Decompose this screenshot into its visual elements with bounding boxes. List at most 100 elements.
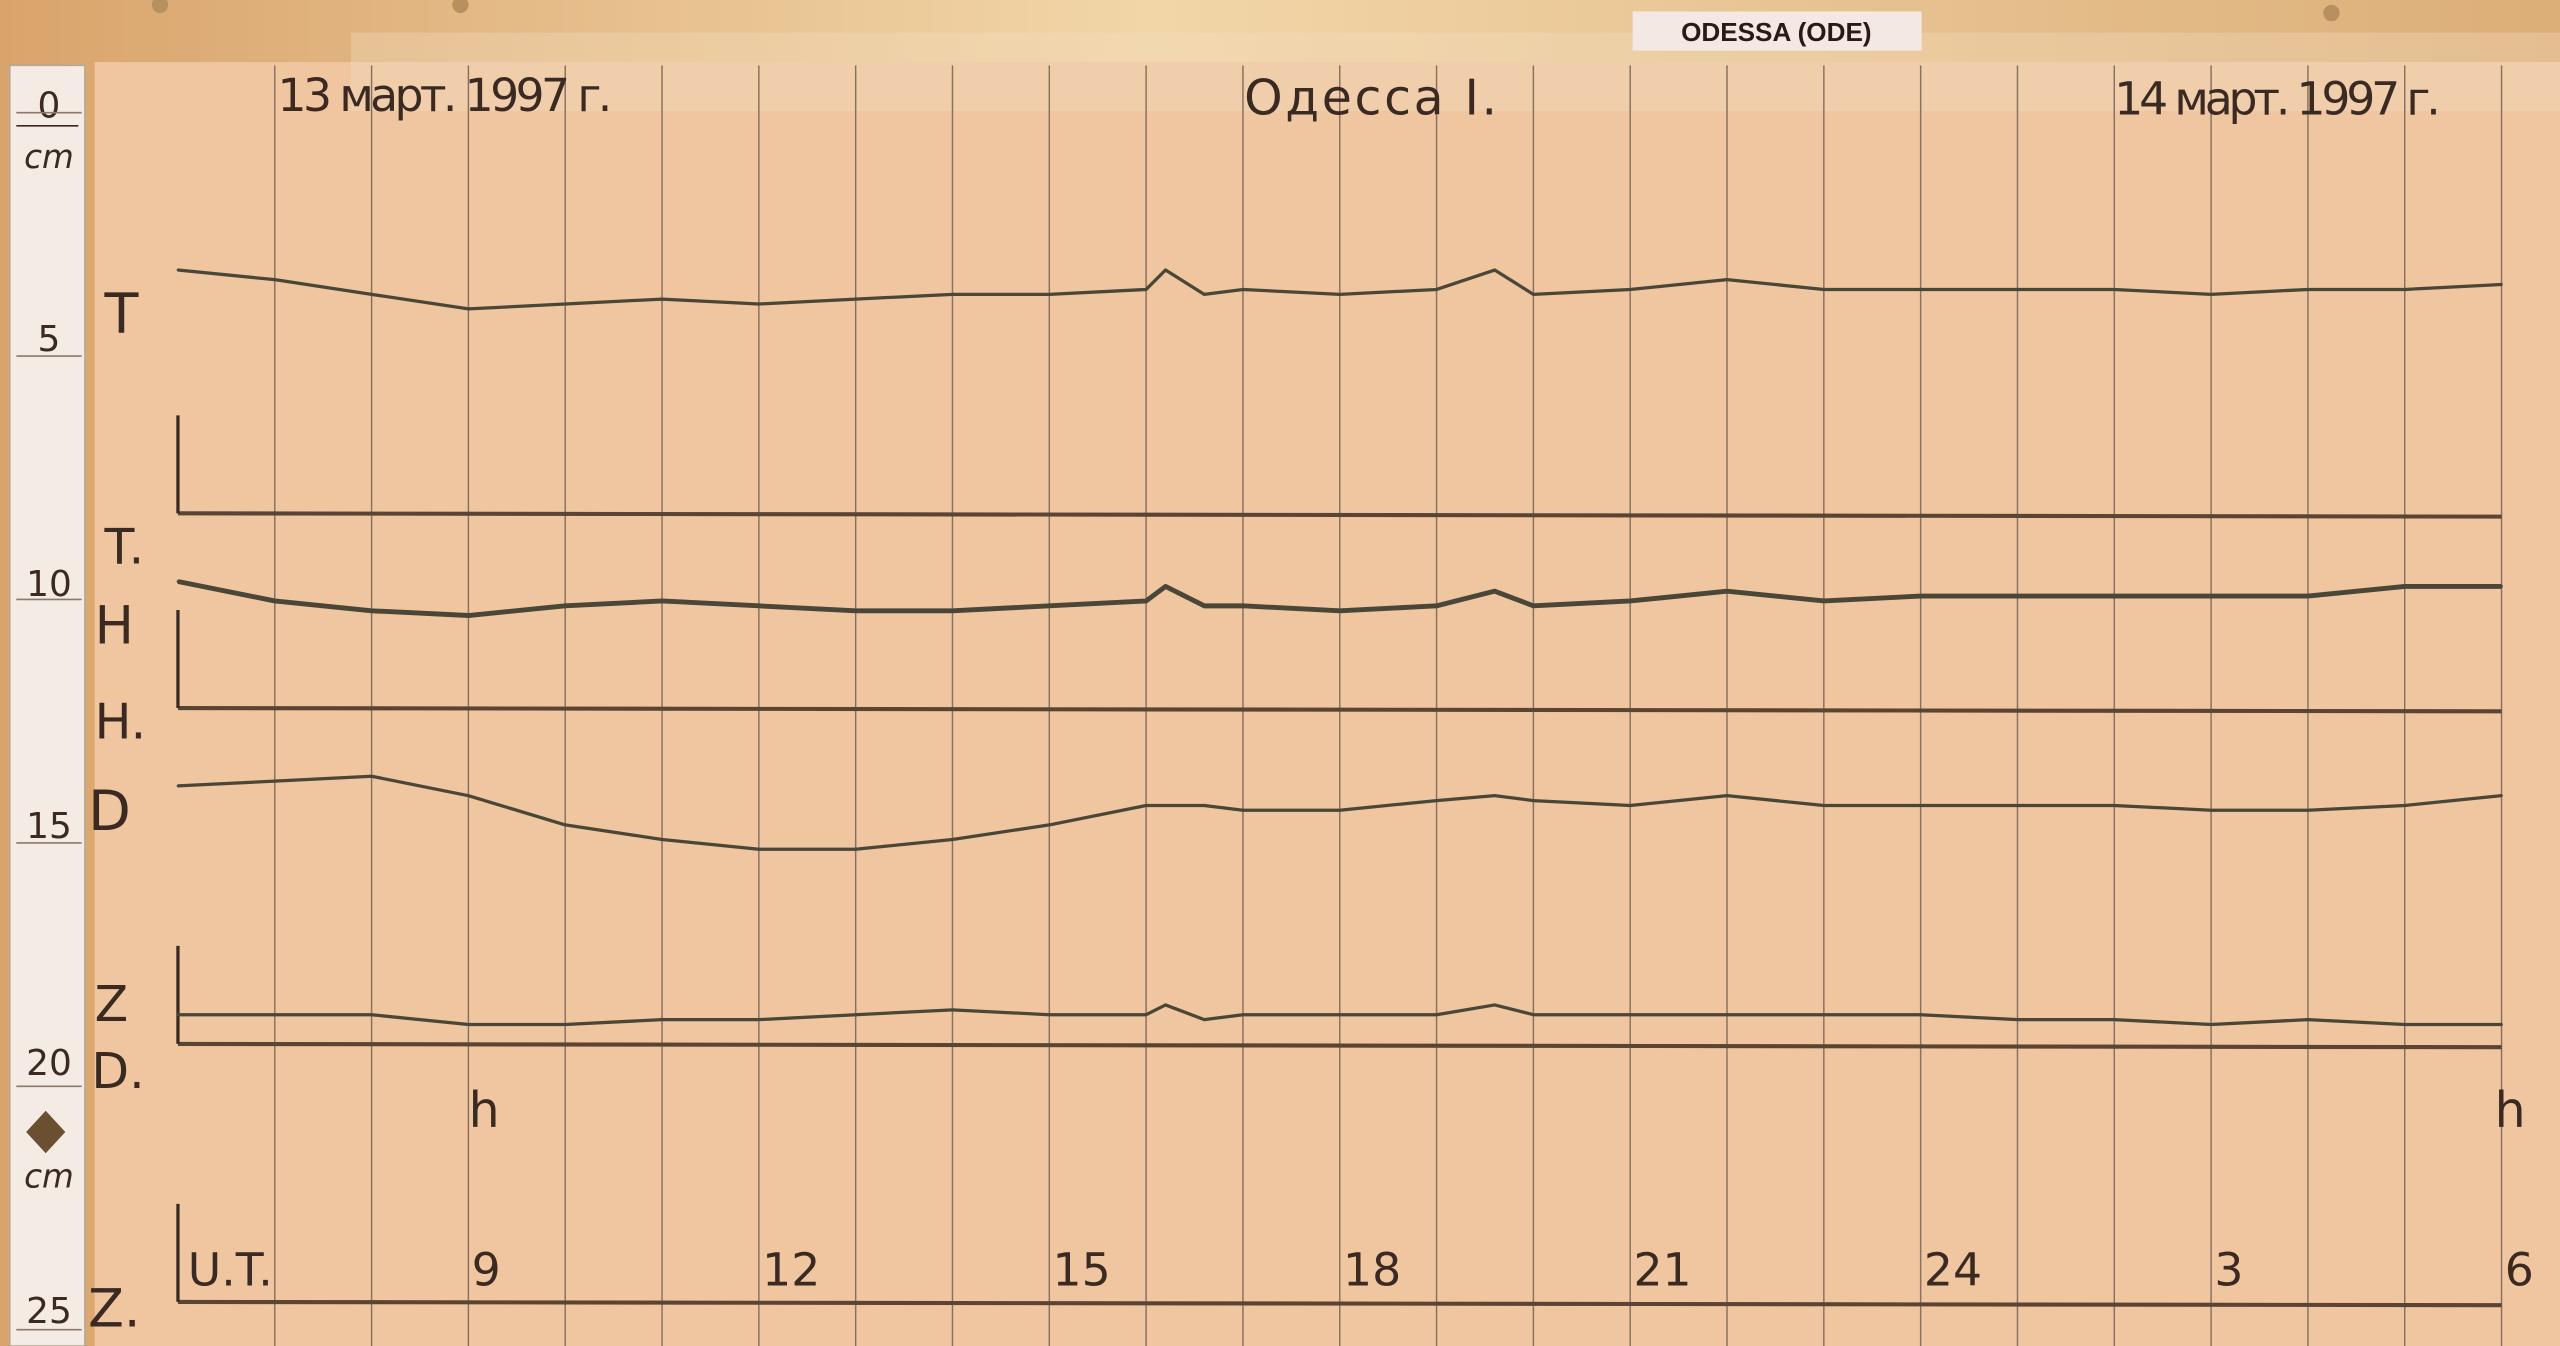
trace-point-t bbox=[1725, 278, 1729, 281]
ruler-label: 20 bbox=[26, 1043, 72, 1084]
trace-h bbox=[177, 579, 2502, 618]
trace-point-z bbox=[563, 1023, 567, 1026]
trace-point-z bbox=[1338, 1013, 1342, 1017]
trace-point-d bbox=[1164, 804, 1167, 807]
trace-point-h bbox=[273, 599, 277, 603]
trace-point-d bbox=[1338, 808, 1342, 812]
trace-point-d bbox=[1725, 794, 1729, 797]
ruler-label: 10 bbox=[26, 564, 72, 605]
trace-point-h bbox=[1628, 599, 1632, 603]
trace-point-z bbox=[2306, 1018, 2310, 1021]
trace-point-t bbox=[757, 302, 761, 306]
trace-point-h bbox=[854, 609, 857, 613]
screw-icon bbox=[452, 0, 469, 14]
trace-point-t bbox=[2403, 288, 2407, 291]
trace-point-h bbox=[1822, 599, 1826, 603]
trace-point-t bbox=[1202, 292, 1206, 296]
trace-point-z bbox=[2209, 1023, 2213, 1026]
x-tick-label: 12 bbox=[762, 1244, 820, 1297]
trace-point-z bbox=[1628, 1013, 1632, 1017]
trace-point-t bbox=[1493, 268, 1496, 272]
x-tick-label: 18 bbox=[1343, 1244, 1401, 1297]
hour-mark: h bbox=[469, 1082, 500, 1139]
trace-d bbox=[177, 774, 2502, 851]
trace-point-t bbox=[1144, 288, 1148, 291]
trace-point-d bbox=[1202, 804, 1206, 807]
trace-point-t bbox=[2016, 288, 2019, 291]
trace-point-h bbox=[563, 604, 567, 608]
baseline-d0 bbox=[177, 1041, 2502, 1050]
trace-point-t bbox=[854, 297, 857, 301]
trace-point-h bbox=[1048, 604, 1051, 608]
trace-point-h bbox=[1144, 599, 1148, 603]
trace-point-t bbox=[2112, 288, 2116, 291]
trace-point-z bbox=[2403, 1023, 2407, 1026]
baseline-z0 bbox=[177, 1299, 2502, 1308]
ruler: cm 0 5 10 15 20 25 cm bbox=[8, 64, 86, 1346]
trace-point-t bbox=[1048, 292, 1051, 296]
trace-point-d bbox=[1532, 799, 1535, 802]
trace-label-z0: Z. bbox=[88, 1279, 140, 1339]
trace-point-h bbox=[1241, 604, 1245, 608]
date-right: 14 март. 1997 г. bbox=[2114, 72, 2441, 125]
trace-point-d bbox=[1919, 804, 1922, 807]
trace-label-d0: D. bbox=[91, 1043, 144, 1100]
trace-point-z bbox=[757, 1018, 761, 1021]
trace-point-d bbox=[951, 838, 954, 841]
trace-point-d bbox=[660, 838, 664, 841]
trace-z bbox=[177, 1003, 2502, 1027]
station-sticker-text: ODESSA (ODE) bbox=[1681, 17, 1871, 47]
trace-point-z bbox=[951, 1008, 954, 1012]
trace-point-z bbox=[1435, 1013, 1438, 1017]
trace-point-h bbox=[660, 599, 664, 603]
trace-point-z bbox=[1048, 1013, 1051, 1017]
station-sticker: ODESSA (ODE) bbox=[1632, 11, 1922, 51]
x-tick-label: 24 bbox=[1924, 1244, 1982, 1297]
date-left: 13 март. 1997 г. bbox=[278, 69, 613, 122]
trace-point-h bbox=[1919, 594, 1922, 598]
trace-point-z bbox=[2500, 1023, 2503, 1026]
ruler-label: 5 bbox=[38, 319, 61, 360]
trace-point-z bbox=[1919, 1013, 1922, 1017]
trace-point-d bbox=[2500, 794, 2503, 797]
trace-point-t bbox=[176, 268, 180, 272]
trace-point-h bbox=[1532, 604, 1535, 608]
trace-point-t bbox=[1164, 268, 1167, 272]
trace-point-d bbox=[854, 847, 857, 851]
trace-point-d bbox=[1435, 799, 1438, 802]
trace-point-t bbox=[1532, 292, 1535, 296]
trace-point-z bbox=[1241, 1013, 1245, 1017]
trace-point-z bbox=[1144, 1013, 1148, 1017]
trace-point-t bbox=[1628, 288, 1632, 291]
trace-point-d bbox=[2403, 804, 2407, 807]
screw-icon bbox=[2323, 4, 2340, 22]
trace-point-d bbox=[1048, 823, 1051, 827]
trace-point-h bbox=[1202, 604, 1206, 608]
trace-point-z bbox=[370, 1013, 373, 1017]
trace-point-h bbox=[2403, 585, 2407, 588]
trace-point-d bbox=[1241, 808, 1245, 812]
trace-point-h bbox=[2209, 594, 2213, 598]
trace-point-d bbox=[2112, 804, 2116, 807]
trace-point-d bbox=[467, 794, 470, 797]
trace-point-t bbox=[1338, 292, 1342, 296]
trace-point-z bbox=[1725, 1013, 1729, 1017]
x-tick-label: 15 bbox=[1053, 1244, 1111, 1297]
trace-point-t bbox=[1241, 288, 1245, 291]
trace-point-h bbox=[2500, 585, 2503, 588]
ruler-label: 25 bbox=[26, 1291, 72, 1332]
trace-point-z bbox=[1493, 1003, 1496, 1007]
trace-point-z bbox=[2016, 1018, 2019, 1021]
paper-sheet bbox=[94, 62, 2560, 1346]
trace-label-h0: H. bbox=[95, 693, 147, 750]
trace-point-h bbox=[1725, 589, 1729, 593]
trace-point-d bbox=[563, 823, 567, 827]
ruler-label: 15 bbox=[26, 806, 72, 847]
trace-point-h bbox=[2112, 594, 2116, 598]
trace-point-h bbox=[1493, 589, 1496, 593]
ruler-unit-bottom: cm bbox=[24, 1158, 74, 1196]
trace-point-t bbox=[1822, 288, 1826, 291]
hour-mark: h bbox=[2495, 1082, 2526, 1139]
trace-point-t bbox=[2209, 292, 2213, 296]
